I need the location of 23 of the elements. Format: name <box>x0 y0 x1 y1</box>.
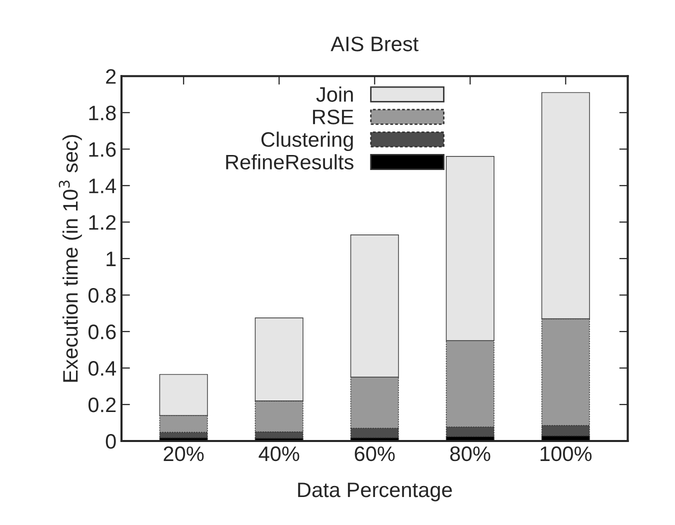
legend-label: RefineResults <box>226 154 354 170</box>
x-tick-label: 80% <box>450 446 490 462</box>
y-tick-label: 0.4 <box>88 361 116 376</box>
y-tick-label: 1.6 <box>89 142 116 157</box>
y-tick-label: 0.6 <box>88 324 116 340</box>
chart-title: AIS Brest <box>330 36 418 52</box>
y-tick-label: 0.2 <box>88 398 116 412</box>
y-tick-label: 1.2 <box>89 215 116 230</box>
y-tick-label: 0 <box>106 434 116 449</box>
y-axis-title: Execution time (in 10$^{3}$ sec) <box>58 135 82 382</box>
x-tick-label: 60% <box>354 446 395 462</box>
y-tick-label: 0.8 <box>88 288 116 303</box>
y-tick-label: 1 <box>106 252 116 266</box>
x-tick-label: 20% <box>164 446 204 462</box>
y-tick-label: 2 <box>106 69 116 84</box>
legend-label: RSE <box>313 110 354 124</box>
x-axis-title: Data Percentage <box>298 482 452 502</box>
x-tick-label: 40% <box>258 446 300 462</box>
y-tick-label: 1.4 <box>89 178 116 194</box>
legend-label: Clustering <box>261 132 353 152</box>
x-tick-label: 100% <box>540 446 592 462</box>
y-tick-label: 1.8 <box>89 106 116 120</box>
legend-label: Join <box>316 86 353 102</box>
